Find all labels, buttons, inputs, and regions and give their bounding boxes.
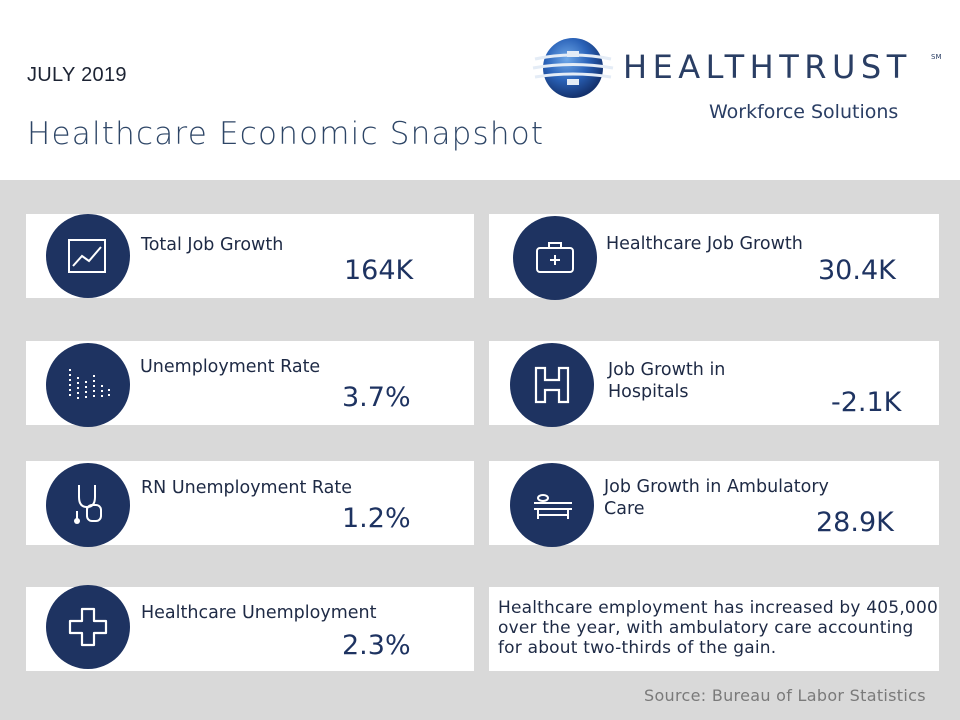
globe-logo-icon xyxy=(532,38,614,98)
card-label: Total Job Growth xyxy=(141,235,284,255)
trademark: SM xyxy=(931,53,942,61)
report-date: JULY 2019 xyxy=(27,64,127,86)
source-citation: Source: Bureau of Labor Statistics xyxy=(644,686,926,705)
card-label: Hospitals xyxy=(608,382,689,402)
stethoscope-icon xyxy=(46,463,130,547)
card-value: 1.2% xyxy=(342,503,411,534)
page-title: Healthcare Economic Snapshot xyxy=(27,116,545,152)
note-card xyxy=(489,587,939,671)
bed-icon xyxy=(510,463,594,547)
card-value: -2.1K xyxy=(831,387,902,418)
brand-subtitle: Workforce Solutions xyxy=(709,101,899,123)
chart-icon xyxy=(46,214,130,298)
card-value: 30.4K xyxy=(818,255,896,286)
medical-bag-icon xyxy=(513,216,597,300)
card-value: 2.3% xyxy=(342,630,411,661)
header: JULY 2019 Healthcare Economic Snapshot xyxy=(0,0,960,180)
brand-name: HEALTHTRUST xyxy=(623,48,912,86)
card-label: RN Unemployment Rate xyxy=(141,478,353,498)
card-value: 164K xyxy=(344,255,414,286)
card-label: Healthcare Unemployment xyxy=(141,603,377,623)
card-label: Unemployment Rate xyxy=(140,357,321,377)
card-label: Job Growth in xyxy=(608,360,726,380)
hospital-icon xyxy=(510,343,594,427)
healthtrust-logo: HEALTHTRUST SM Workforce Solutions xyxy=(531,37,941,137)
card-label: Healthcare Job Growth xyxy=(606,234,803,254)
bars-icon xyxy=(46,343,130,427)
card-value: 28.9K xyxy=(816,507,894,538)
card-label: Job Growth in Ambulatory xyxy=(604,477,829,497)
card-value: 3.7% xyxy=(342,382,411,413)
summary-note: Healthcare employment has increased by 4… xyxy=(498,598,938,658)
medical-cross-icon xyxy=(46,585,130,669)
card-label: Care xyxy=(604,499,645,519)
